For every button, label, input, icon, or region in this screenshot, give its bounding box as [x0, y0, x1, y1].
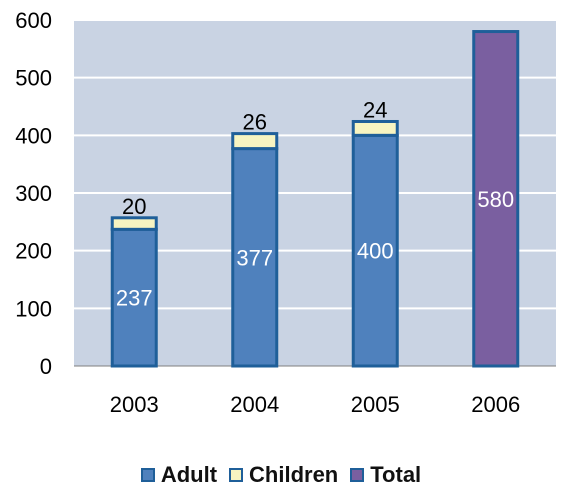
bar-adult-2005: [351, 133, 399, 368]
y-tick-label: 600: [15, 8, 52, 33]
legend-item-adult: Adult: [140, 462, 218, 488]
data-label-children: 24: [363, 97, 387, 122]
legend-label-adult: Adult: [160, 462, 218, 487]
y-tick-label: 100: [15, 296, 52, 321]
stacked-bar-chart: 0 100 200 300 400 500 600 237 20 2003 377 26 2004 400…: [15, 8, 556, 417]
y-tick-label: 500: [15, 66, 52, 91]
bar-total-2006: [472, 30, 520, 368]
x-tick-label: 2003: [110, 392, 159, 417]
bar-children-2005: [351, 119, 399, 137]
data-label-adult: 237: [116, 286, 153, 311]
x-tick-label: 2005: [351, 392, 400, 417]
legend-label-children: Children: [249, 462, 339, 487]
legend-swatch-children: [229, 468, 244, 482]
y-tick-label: 400: [15, 123, 52, 148]
x-tick-label: 2004: [230, 392, 279, 417]
data-label-total: 580: [477, 187, 514, 212]
legend: Adult Children Total: [0, 460, 562, 490]
x-tick-label: 2006: [471, 392, 520, 417]
data-label-adult: 377: [236, 245, 273, 270]
y-tick-label: 0: [40, 354, 52, 379]
bar-children-2004: [231, 132, 279, 151]
data-label-adult: 400: [357, 239, 394, 264]
data-label-children: 26: [243, 110, 267, 135]
legend-item-total: Total: [350, 462, 421, 488]
bar-children-2003: [110, 216, 158, 231]
legend-swatch-total: [350, 468, 365, 482]
data-label-children: 20: [122, 194, 146, 219]
legend-swatch-adult: [140, 468, 155, 482]
legend-label-total: Total: [370, 462, 422, 487]
y-tick-label: 300: [15, 181, 52, 206]
y-tick-label: 200: [15, 239, 52, 264]
legend-item-children: Children: [229, 462, 338, 488]
